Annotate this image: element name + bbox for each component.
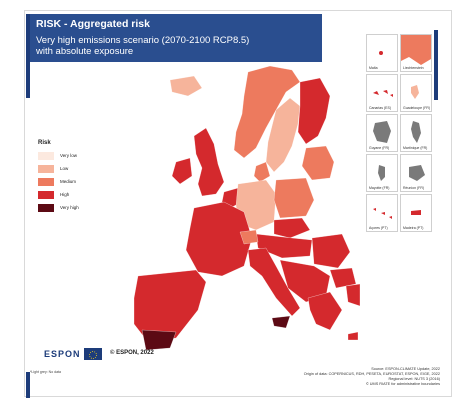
region-france: [185, 201, 253, 277]
legend-label: Medium: [60, 179, 77, 184]
legend-item: Low: [38, 162, 79, 175]
credits: Source: ESPON-CLIMATE Update, 2022 Origi…: [280, 367, 440, 387]
inset-label: Guadeloupe (FR): [403, 106, 431, 110]
legend-title: Risk: [38, 140, 51, 146]
region-switzerland: [239, 229, 259, 245]
region-great-britain: [193, 127, 225, 197]
inset-reunion: Réunion (FR): [400, 154, 432, 192]
region-austria-hungary: [255, 233, 313, 259]
legend-swatch-low: [38, 164, 54, 173]
inset-label: Martinique (FR): [403, 146, 428, 150]
region-turkey-west: [345, 283, 360, 307]
inset-canarias: Canarias (ES): [366, 74, 398, 112]
region-iberia: [133, 269, 207, 343]
credits-source: Source: ESPON-CLIMATE Update, 2022: [371, 367, 440, 371]
inset-label: Malta: [369, 66, 378, 70]
region-romania: [311, 233, 351, 269]
legend-label: Very high: [60, 205, 79, 210]
inset-guyane: Guyane (FR): [366, 114, 398, 152]
legend-item: Very high: [38, 201, 79, 214]
inset-label: Açores (PT): [369, 226, 388, 230]
region-andalusia: [141, 329, 177, 351]
region-baltics: [301, 145, 335, 181]
inset-acores-shape: [373, 208, 392, 219]
legend-swatch-very-high: [38, 203, 54, 212]
map-subtitle-line1: Very high emissions scenario (2070-2100 …: [36, 35, 250, 46]
title-accent-bar: [26, 14, 30, 98]
inset-mayotte: Mayotte (FR): [366, 154, 398, 192]
inset-madeira-shape: [411, 210, 421, 215]
inset-mayotte-shape: [378, 165, 385, 181]
region-sicily: [271, 315, 291, 329]
espon-logo: ESPON: [44, 348, 106, 362]
region-cyprus: [347, 331, 359, 341]
inset-label: Madeira (PT): [403, 226, 424, 230]
inset-label: Liechtenstein: [403, 66, 424, 70]
map-title: RISK - Aggregated risk: [36, 18, 150, 30]
legend-item: High: [38, 188, 79, 201]
inset-accent-bar: [434, 30, 438, 100]
credits-regional-level: Regional level: NUTS 3 (2016): [388, 377, 441, 381]
legend-item: Medium: [38, 175, 79, 188]
inset-acores: Açores (PT): [366, 194, 398, 232]
legend-item: Very low: [38, 149, 79, 162]
inset-canarias-shape: [373, 90, 393, 97]
legend-label: Very low: [60, 153, 78, 158]
map-subtitle: Very high emissions scenario (2070-2100 …: [36, 35, 249, 57]
region-denmark: [253, 161, 271, 183]
eu-flag-icon: [84, 348, 102, 360]
no-data-footnote: *Light grey: No data: [30, 370, 61, 374]
region-norway: [233, 65, 301, 159]
inset-malta: Malta: [366, 34, 398, 72]
legend-label: High: [60, 192, 70, 197]
title-block: [30, 14, 322, 62]
europe-map-svg: [133, 65, 360, 351]
inset-maps: Malta Liechtenstein Canarias (ES) Guadel…: [366, 34, 432, 232]
region-greece: [307, 291, 343, 331]
inset-guadeloupe-shape: [411, 85, 419, 99]
region-ireland: [171, 157, 193, 185]
inset-label: Réunion (FR): [403, 186, 425, 190]
region-finland: [297, 77, 331, 145]
legend-swatch-high: [38, 190, 54, 199]
legend-swatch-medium: [38, 177, 54, 186]
region-bulgaria: [329, 267, 357, 289]
inset-martinique: Martinique (FR): [400, 114, 432, 152]
region-czechia-slovakia: [273, 217, 311, 239]
inset-guadeloupe: Guadeloupe (FR): [400, 74, 432, 112]
credits-origin: Origin of data: COPERNICUS, RDH, PESETA,…: [303, 372, 440, 376]
europe-map: [30, 62, 360, 380]
inset-label: Mayotte (FR): [369, 186, 390, 190]
region-iceland: [169, 75, 203, 97]
legend-label: Low: [60, 166, 69, 171]
eu-stars-icon: [89, 351, 97, 359]
inset-liechtenstein-shape: [401, 35, 431, 65]
inset-malta-shape: [379, 51, 383, 55]
map-subtitle-line2: with absolute exposure: [36, 46, 134, 57]
region-sweden: [265, 97, 301, 173]
inset-guyane-shape: [373, 121, 391, 143]
inset-label: Guyane (FR): [369, 146, 390, 150]
inset-label: Canarias (ES): [369, 106, 391, 110]
credits-boundaries: © UMS RIATE for administrative boundarie…: [365, 382, 440, 386]
inset-madeira: Madeira (PT): [400, 194, 432, 232]
bottom-accent-bar: [26, 372, 30, 398]
inset-martinique-shape: [411, 121, 421, 143]
inset-liechtenstein: Liechtenstein: [400, 34, 432, 72]
legend-swatch-very-low: [38, 151, 54, 160]
legend: Risk Very low Low Medium High Very high: [38, 140, 79, 214]
region-italy: [247, 247, 301, 317]
copyright: © ESPON, 2022: [110, 350, 154, 356]
inset-reunion-shape: [409, 165, 425, 181]
espon-logo-text: ESPON: [44, 349, 81, 359]
region-poland: [273, 177, 315, 219]
